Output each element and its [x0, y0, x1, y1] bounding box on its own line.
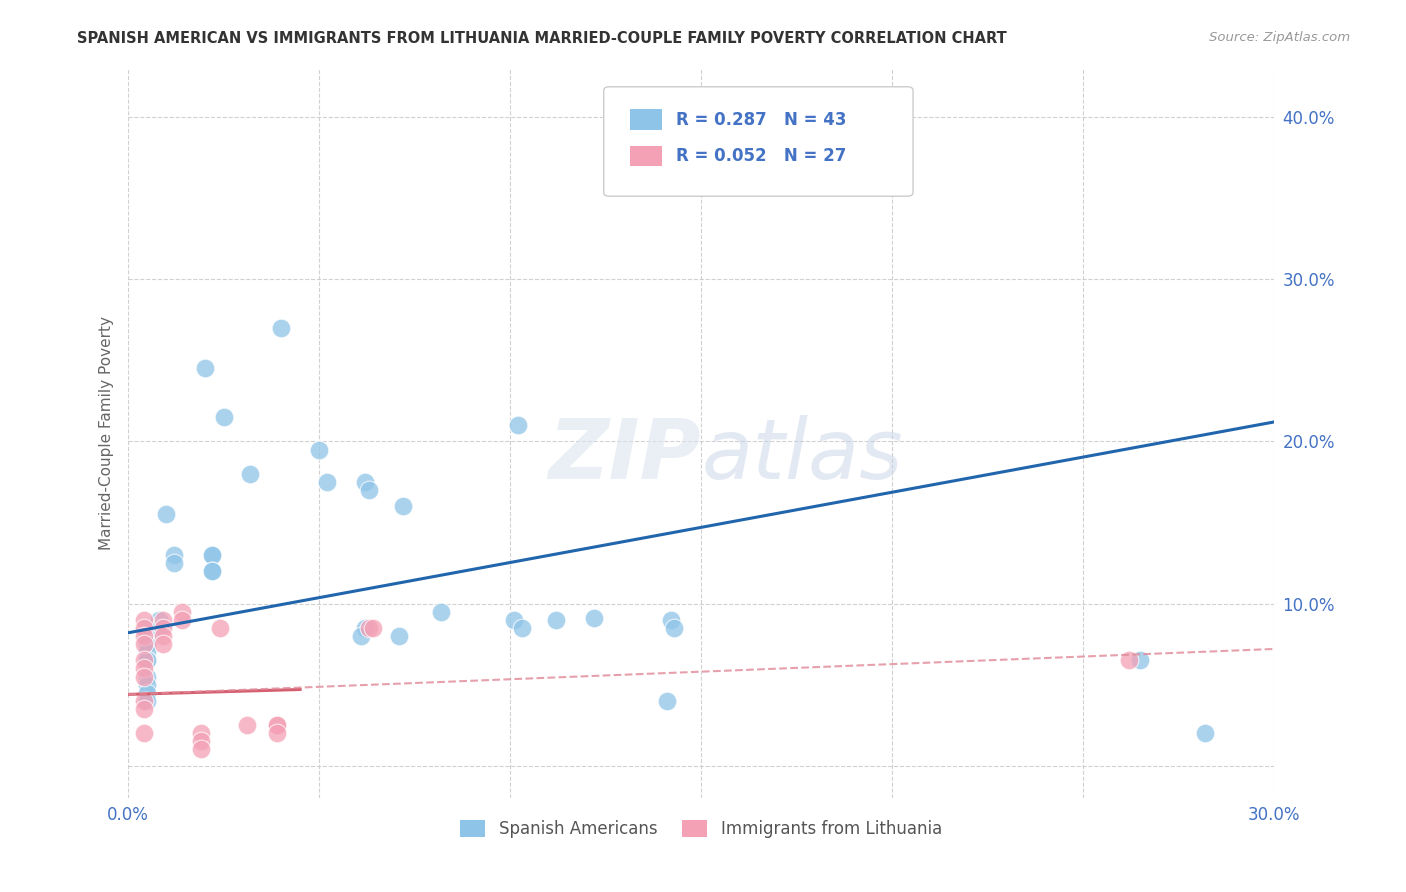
Point [136, 653, 159, 667]
Point [136, 678, 159, 692]
Point [190, 734, 212, 748]
Point [212, 410, 235, 425]
Point [136, 621, 159, 635]
Text: R = 0.052   N = 27: R = 0.052 N = 27 [676, 147, 846, 165]
FancyBboxPatch shape [630, 146, 662, 166]
Point [132, 702, 155, 716]
Point [664, 621, 686, 635]
Y-axis label: Married-Couple Family Poverty: Married-Couple Family Poverty [100, 317, 114, 550]
Point [132, 661, 155, 675]
Point [510, 621, 533, 635]
Text: Source: ZipAtlas.com: Source: ZipAtlas.com [1209, 31, 1350, 45]
Point [583, 611, 606, 625]
Point [132, 669, 155, 683]
Point [1118, 653, 1140, 667]
Text: atlas: atlas [702, 415, 903, 496]
Point [136, 645, 159, 659]
Point [152, 629, 174, 643]
Point [430, 605, 453, 619]
Point [132, 694, 155, 708]
Point [136, 653, 159, 667]
Point [201, 548, 224, 562]
Point [155, 508, 177, 522]
Point [270, 321, 292, 335]
Point [148, 621, 170, 635]
Point [308, 442, 330, 457]
Point [163, 556, 186, 570]
Point [152, 613, 174, 627]
Legend: Spanish Americans, Immigrants from Lithuania: Spanish Americans, Immigrants from Lithu… [454, 813, 949, 845]
Point [136, 637, 159, 651]
Point [239, 467, 262, 481]
Point [132, 637, 155, 651]
Point [1129, 653, 1152, 667]
Point [136, 637, 159, 651]
Point [208, 621, 231, 635]
Point [132, 621, 155, 635]
Point [350, 629, 373, 643]
Point [132, 613, 155, 627]
Point [170, 613, 193, 627]
Point [190, 726, 212, 740]
Text: SPANISH AMERICAN VS IMMIGRANTS FROM LITHUANIA MARRIED-COUPLE FAMILY POVERTY CORR: SPANISH AMERICAN VS IMMIGRANTS FROM LITH… [77, 31, 1007, 46]
Point [506, 418, 529, 433]
Text: ZIP: ZIP [548, 415, 702, 496]
Point [388, 629, 411, 643]
Point [655, 694, 678, 708]
Point [266, 726, 288, 740]
Point [1194, 726, 1216, 740]
Point [190, 742, 212, 756]
Point [170, 605, 193, 619]
Point [544, 613, 567, 627]
Point [136, 694, 159, 708]
Point [201, 548, 224, 562]
Point [136, 629, 159, 643]
Text: R = 0.287   N = 43: R = 0.287 N = 43 [676, 111, 846, 128]
Point [266, 718, 288, 732]
Point [357, 621, 380, 635]
Point [152, 637, 174, 651]
Point [201, 564, 224, 578]
Point [361, 621, 384, 635]
FancyBboxPatch shape [603, 87, 912, 196]
Point [201, 564, 224, 578]
Point [392, 500, 415, 514]
Point [132, 726, 155, 740]
Point [136, 686, 159, 700]
Point [194, 361, 217, 376]
Point [148, 613, 170, 627]
Point [354, 475, 377, 489]
Point [152, 621, 174, 635]
Point [315, 475, 337, 489]
Point [132, 653, 155, 667]
Point [354, 621, 377, 635]
Point [357, 483, 380, 497]
Point [659, 613, 682, 627]
FancyBboxPatch shape [630, 110, 662, 130]
Point [132, 629, 155, 643]
Point [163, 548, 186, 562]
Point [503, 613, 526, 627]
Point [235, 718, 257, 732]
Point [136, 669, 159, 683]
Point [266, 718, 288, 732]
